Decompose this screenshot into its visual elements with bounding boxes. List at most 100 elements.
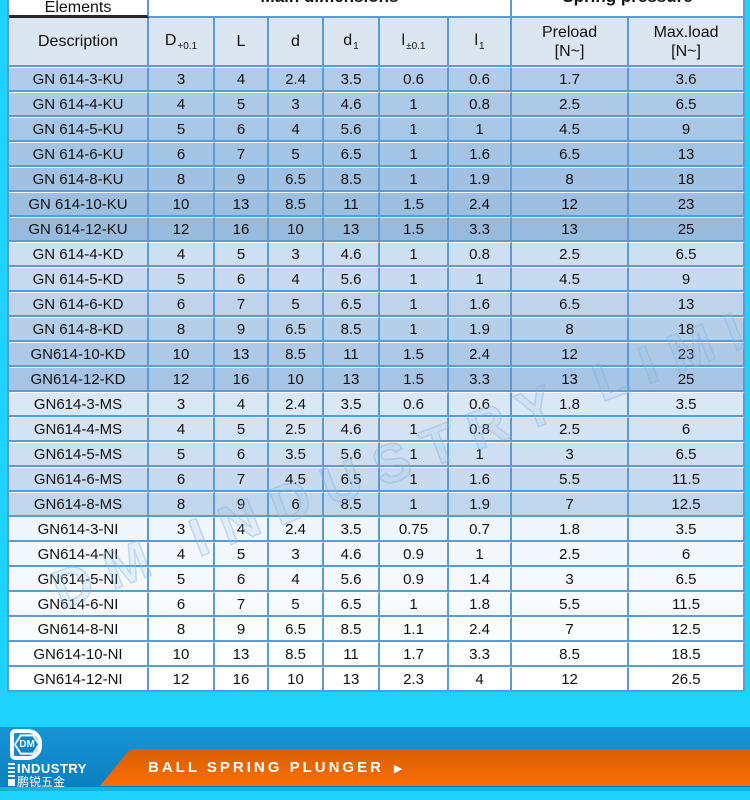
cell-value: 0.8	[449, 417, 513, 442]
cell-value: 12.5	[629, 492, 746, 517]
cell-description: GN614-12-KD	[9, 367, 149, 392]
table-row: GN 614-12-KU 12 16 10 13 1.5 3.3 13 25	[9, 217, 746, 242]
cell-value: 0.7	[449, 517, 513, 542]
cell-value: 1.8	[512, 392, 630, 417]
cell-description: GN 614-8-KU	[9, 167, 149, 192]
cell-value: 16	[215, 667, 269, 692]
table-row: GN 614-6-KU 6 7 5 6.5 1 1.6 6.5 13	[9, 142, 746, 167]
cell-value: 5	[149, 567, 215, 592]
cell-value: 13	[629, 142, 746, 167]
table-row: GN 614-5-KU 5 6 4 5.6 1 1 4.5 9	[9, 117, 746, 142]
cell-value: 6.5	[629, 442, 746, 467]
cell-value: 12	[149, 367, 215, 392]
cell-value: 9	[629, 117, 746, 142]
main-dimensions-header: Main dimensions	[149, 0, 513, 18]
cell-value: 1	[380, 242, 449, 267]
cell-value: 3.3	[449, 217, 513, 242]
cell-value: 1	[380, 492, 449, 517]
cell-value: 8	[512, 167, 630, 192]
cell-value: 3.6	[629, 67, 746, 92]
cell-value: 7	[512, 492, 630, 517]
cell-value: 3	[149, 392, 215, 417]
cell-value: 3	[269, 542, 324, 567]
cell-value: 6	[215, 567, 269, 592]
cell-description: GN614-12-NI	[9, 667, 149, 692]
cell-value: 6.5	[269, 617, 324, 642]
cell-value: 1	[449, 267, 513, 292]
cell-description: GN 614-12-KU	[9, 217, 149, 242]
table-row: GN614-5-MS 5 6 3.5 5.6 1 1 3 6.5	[9, 442, 746, 467]
cell-value: 13	[324, 667, 380, 692]
cell-value: 12	[149, 217, 215, 242]
logo-stripes-icon	[8, 763, 15, 787]
column-header: l±0.1	[380, 18, 449, 67]
cell-value: 2.4	[269, 67, 324, 92]
cell-value: 7	[512, 617, 630, 642]
cell-value: 6	[149, 142, 215, 167]
table-row: GN614-6-NI 6 7 5 6.5 1 1.8 5.5 11.5	[9, 592, 746, 617]
cell-value: 12	[512, 667, 630, 692]
cell-value: 1.6	[449, 292, 513, 317]
table-row: GN614-3-NI 3 4 2.4 3.5 0.75 0.7 1.8 3.5	[9, 517, 746, 542]
cell-value: 5	[215, 542, 269, 567]
cell-value: 1	[380, 92, 449, 117]
table-row: GN 614-4-KU 4 5 3 4.6 1 0.8 2.5 6.5	[9, 92, 746, 117]
cell-value: 6	[629, 417, 746, 442]
table-row: GN614-10-KD 10 13 8.5 11 1.5 2.4 12 23	[9, 342, 746, 367]
dm-logo-icon: DM	[10, 729, 42, 760]
cell-value: 8	[149, 617, 215, 642]
cell-value: 9	[215, 492, 269, 517]
cell-value: 5	[149, 442, 215, 467]
cell-value: 4	[215, 517, 269, 542]
cell-value: 3	[512, 567, 630, 592]
cell-value: 25	[629, 367, 746, 392]
cell-value: 11	[324, 192, 380, 217]
cell-value: 18	[629, 317, 746, 342]
cell-description: GN614-10-NI	[9, 642, 149, 667]
table-row: GN 614-3-KU 3 4 2.4 3.5 0.6 0.6 1.7 3.6	[9, 67, 746, 92]
cell-value: 8.5	[269, 192, 324, 217]
column-header: Max.load [N~]	[629, 18, 746, 67]
cell-value: 3	[149, 67, 215, 92]
column-header: Preload [N~]	[512, 18, 630, 67]
cell-value: 4	[449, 667, 513, 692]
table-row: GN 614-8-KU 8 9 6.5 8.5 1 1.9 8 18	[9, 167, 746, 192]
table-row: GN 614-8-KD 8 9 6.5 8.5 1 1.9 8 18	[9, 317, 746, 342]
cell-value: 9	[215, 167, 269, 192]
cell-description: GN 614-6-KD	[9, 292, 149, 317]
cell-value: 3.5	[324, 67, 380, 92]
group-header-row: Elements Main dimensions Spring pressure	[9, 0, 746, 18]
cell-value: 13	[629, 292, 746, 317]
cell-description: GN 614-5-KD	[9, 267, 149, 292]
cell-value: 13	[512, 367, 630, 392]
cell-value: 5	[269, 292, 324, 317]
cell-value: 1	[449, 117, 513, 142]
cell-value: 4	[215, 392, 269, 417]
cell-value: 10	[149, 642, 215, 667]
company-logo: DM INDUSTRY 鹏锐五金	[8, 729, 148, 789]
cell-value: 3.5	[324, 517, 380, 542]
cell-value: 11	[324, 642, 380, 667]
cell-value: 1.5	[380, 217, 449, 242]
cell-value: 3.3	[449, 642, 513, 667]
cell-value: 6.5	[324, 467, 380, 492]
cell-value: 8	[149, 492, 215, 517]
cell-value: 4.6	[324, 92, 380, 117]
cell-value: 3.3	[449, 367, 513, 392]
footer-shadow-line	[0, 787, 750, 791]
banner-label: BALL SPRING PLUNGER	[148, 759, 384, 776]
cell-value: 10	[269, 367, 324, 392]
cell-value: 12	[512, 192, 630, 217]
cell-value: 6.5	[629, 242, 746, 267]
cell-description: GN 614-5-KU	[9, 117, 149, 142]
table-row: GN614-3-MS 3 4 2.4 3.5 0.6 0.6 1.8 3.5	[9, 392, 746, 417]
cell-value: 7	[215, 142, 269, 167]
cell-value: 1.8	[512, 517, 630, 542]
cell-value: 1.4	[449, 567, 513, 592]
cell-value: 1.6	[449, 142, 513, 167]
banner-title: BALL SPRING PLUNGER ▶	[148, 749, 402, 786]
cell-value: 0.8	[449, 92, 513, 117]
cell-value: 1	[380, 592, 449, 617]
cell-value: 1.5	[380, 367, 449, 392]
